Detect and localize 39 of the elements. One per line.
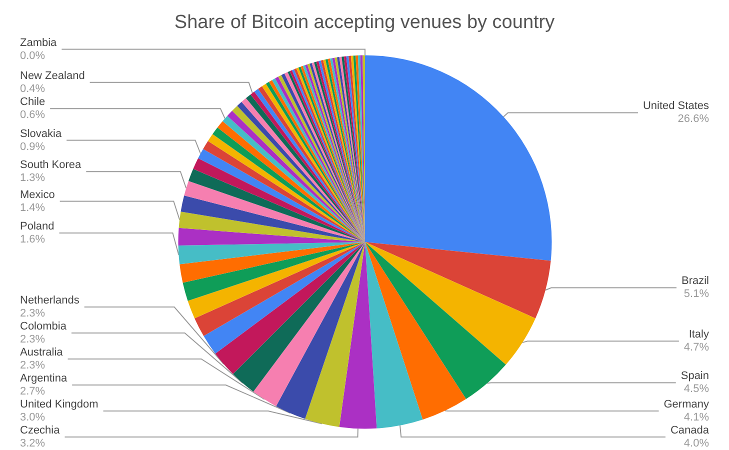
data-label: 1.4% — [20, 202, 46, 214]
slice-label: Mexico — [20, 188, 55, 201]
slice-label: Brazil — [681, 275, 709, 288]
slice-label: South Korea — [20, 159, 82, 172]
slice-label: Spain — [680, 370, 709, 382]
slice-label: United States — [642, 100, 710, 112]
slice-label: Colombia — [20, 320, 68, 332]
data-label: 2.7% — [20, 386, 46, 398]
data-label: 1.3% — [20, 172, 46, 184]
text: 0.0% — [20, 50, 46, 62]
data-label: 2.3% — [20, 308, 46, 320]
slice-label: Italy — [688, 328, 710, 341]
chart-title: Share of Bitcoin accepting venues by country — [174, 12, 556, 33]
slice-label: Canada — [670, 424, 710, 436]
data-label: 1.6% — [20, 233, 46, 246]
data-label: 4.0% — [684, 438, 710, 450]
slice-label: New Zealand — [20, 70, 85, 82]
data-label: 3.2% — [20, 438, 46, 450]
data-label: 2.3% — [20, 334, 46, 346]
data-label: 2.3% — [20, 360, 46, 372]
data-label: 0.4% — [20, 82, 46, 95]
data-label: 0.6% — [20, 109, 46, 122]
slice-label: Slovakia — [20, 128, 62, 140]
slice-label: United Kingdom — [20, 398, 98, 410]
data-label: 26.6% — [678, 113, 710, 126]
data-label: 4.5% — [684, 383, 710, 396]
slice-label: Argentina — [20, 372, 68, 384]
slice-label: Australia — [20, 346, 64, 358]
slice-label: Netherlands — [20, 294, 80, 306]
category-label: Zambia — [20, 36, 57, 49]
data-label: 4.7% — [684, 342, 710, 354]
data-label: 5.1% — [684, 288, 710, 300]
slice-label: Germany — [664, 398, 710, 410]
slice-label: Czechia — [20, 424, 61, 436]
data-label: 0.9% — [20, 140, 46, 153]
data-label: 4.1% — [684, 412, 710, 424]
slice-label: Poland — [20, 220, 54, 232]
slice-label: Chile — [20, 96, 46, 108]
data-label: 3.0% — [20, 412, 46, 424]
